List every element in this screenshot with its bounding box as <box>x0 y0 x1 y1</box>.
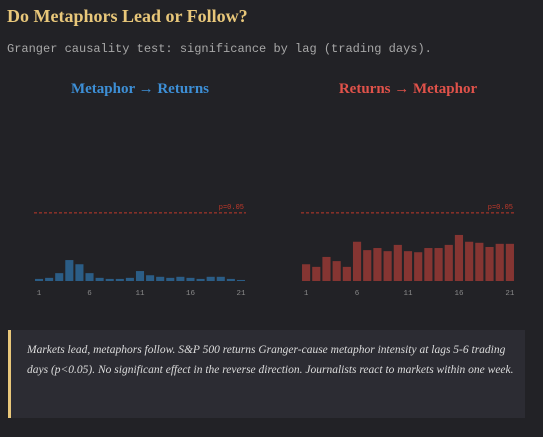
chart-title: Returns → Metaphor <box>339 81 478 97</box>
bar <box>485 246 494 281</box>
bar <box>424 248 433 281</box>
bar <box>216 276 225 281</box>
page-title: Do Metaphors Lead or Follow? <box>7 6 248 26</box>
bar <box>75 264 84 281</box>
bar <box>322 256 331 281</box>
bar <box>495 243 504 281</box>
x-tick-label: 1 <box>37 290 42 298</box>
bar <box>125 277 134 281</box>
x-tick-label: 11 <box>403 290 413 298</box>
bar <box>65 260 74 281</box>
bar <box>465 241 474 281</box>
bar <box>45 277 54 281</box>
bar <box>95 277 104 281</box>
threshold-label: p=0.05 <box>488 204 513 212</box>
bar <box>373 248 382 281</box>
bar <box>115 278 124 281</box>
bar <box>196 278 205 281</box>
bar <box>186 277 195 281</box>
note: Markets lead, metaphors follow. S&P 500 … <box>8 330 525 418</box>
bar <box>454 234 464 281</box>
bar <box>135 271 145 281</box>
bar <box>206 276 215 281</box>
chart-title: Metaphor → Returns <box>71 81 209 97</box>
bar <box>342 266 351 281</box>
bar <box>236 279 245 281</box>
bar <box>35 278 44 281</box>
x-tick-label: 1 <box>304 290 309 298</box>
bar <box>383 251 392 281</box>
threshold-label: p=0.05 <box>219 204 244 212</box>
bar <box>55 273 64 281</box>
bar <box>312 266 321 281</box>
x-tick-label: 6 <box>87 290 92 298</box>
bar <box>156 276 165 281</box>
bar <box>226 278 235 281</box>
bar <box>332 261 341 281</box>
bar <box>505 243 514 281</box>
bar <box>434 248 443 281</box>
bar <box>352 241 362 281</box>
page-subtitle: Granger causality test: significance by … <box>7 42 432 56</box>
bar <box>302 264 311 281</box>
bar <box>363 250 372 281</box>
bar <box>475 242 484 281</box>
bar <box>176 276 185 281</box>
bar <box>85 273 94 281</box>
bar <box>146 275 155 281</box>
bar <box>444 244 453 281</box>
x-tick-label: 16 <box>454 290 464 298</box>
x-tick-label: 21 <box>505 290 515 298</box>
bar <box>414 252 423 281</box>
x-tick-label: 11 <box>135 290 145 298</box>
bar <box>403 251 413 281</box>
x-tick-label: 16 <box>186 290 196 298</box>
bar <box>105 278 114 281</box>
x-tick-label: 21 <box>236 290 246 298</box>
bar <box>166 277 175 281</box>
bar <box>393 244 402 281</box>
x-tick-label: 6 <box>355 290 360 298</box>
